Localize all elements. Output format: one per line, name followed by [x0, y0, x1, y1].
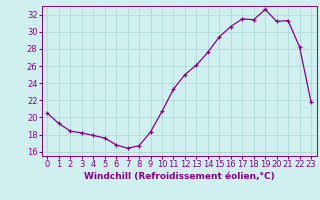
X-axis label: Windchill (Refroidissement éolien,°C): Windchill (Refroidissement éolien,°C): [84, 172, 275, 181]
